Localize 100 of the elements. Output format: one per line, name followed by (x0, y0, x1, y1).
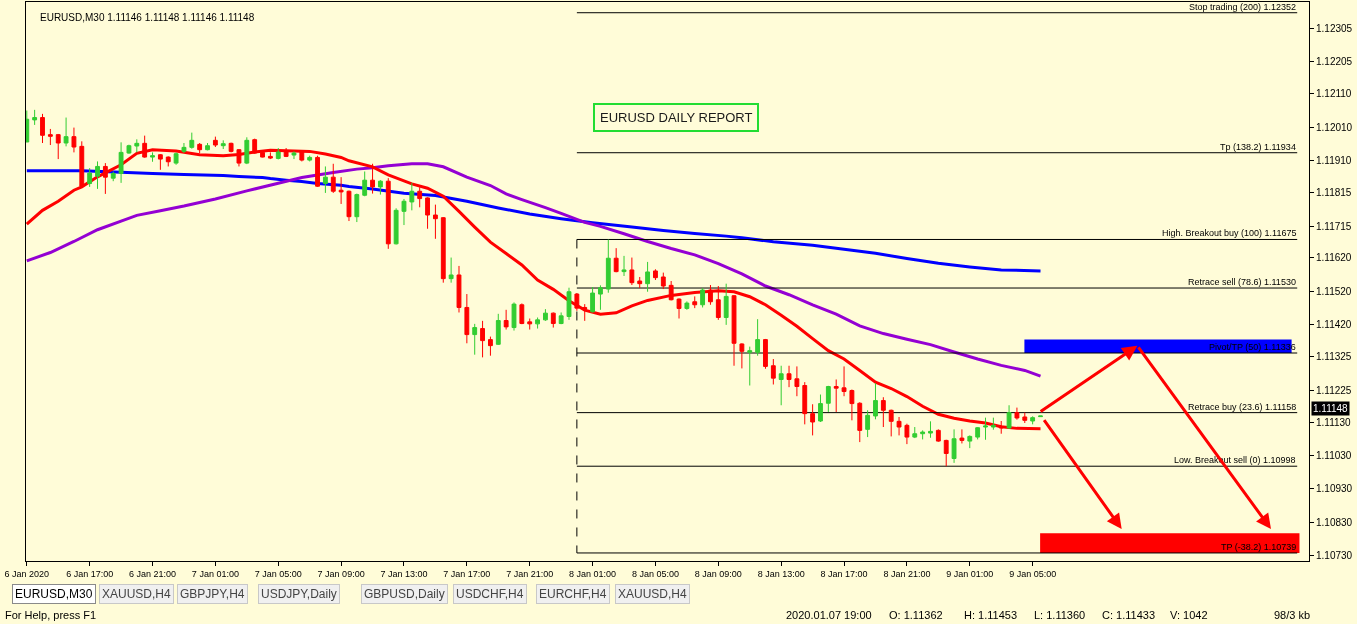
candlestick (731, 294, 737, 367)
candlestick (47, 128, 53, 146)
candlestick (291, 150, 297, 160)
candlestick (425, 196, 430, 230)
candlestick (150, 151, 155, 163)
candlestick (715, 285, 721, 321)
candlestick (755, 318, 761, 357)
x-tick-label: 8 Jan 09:00 (694, 568, 742, 579)
text: O: 1.11362 (889, 609, 943, 621)
text: For Help, press F1 (5, 609, 97, 621)
x-tick-label: 7 Jan 13:00 (380, 568, 428, 579)
x-tick-label: 7 Jan 05:00 (254, 568, 302, 579)
candlestick (1030, 415, 1036, 425)
candlestick (684, 300, 690, 311)
y-tick-label: 1.11225 (1316, 384, 1352, 396)
candlestick (794, 365, 800, 397)
candlestick (220, 139, 226, 150)
candlestick (990, 417, 996, 431)
x-tick-label: 9 Jan 01:00 (946, 568, 994, 579)
y-tick-label: 1.10930 (1316, 483, 1353, 495)
candlestick (802, 381, 808, 425)
annotation: Stop trading (200) 1.12352 (1189, 2, 1297, 12)
candlestick (975, 426, 981, 440)
annotation: TP (-38.2) 1.10739 (1221, 542, 1297, 552)
candlestick (165, 155, 171, 167)
text: EURUSD DAILY REPORT (600, 110, 753, 125)
candlestick (818, 394, 823, 423)
candlestick (676, 297, 682, 320)
candlestick (590, 286, 596, 313)
candlestick (275, 147, 281, 160)
text: XAUUSD,H4 (618, 587, 688, 601)
candlestick (629, 257, 635, 286)
x-tick-label: 6 Jan 17:00 (66, 568, 114, 579)
candlestick (267, 151, 273, 160)
y-tick-label: 1.11815 (1316, 187, 1352, 199)
y-tick-label: 1.11715 (1316, 220, 1352, 232)
candlestick (338, 176, 344, 205)
candlestick (362, 170, 368, 197)
candlestick (873, 382, 878, 420)
text: EURUSD,M30 1.11146 1.11148 1.11146 1.11148 (40, 12, 255, 23)
annotation: Retrace buy (23.6) 1.11158 (1188, 402, 1297, 412)
candlestick (503, 309, 509, 331)
y-tick-label: 1.10830 (1316, 516, 1353, 528)
candlestick (26, 110, 30, 143)
candlestick (660, 272, 666, 290)
candlestick (613, 247, 619, 273)
candlestick (322, 165, 328, 194)
candlestick (935, 428, 941, 443)
candlestick (888, 409, 894, 437)
candlestick (440, 216, 446, 284)
candlestick (959, 428, 965, 444)
x-tick-label: 7 Jan 09:00 (317, 568, 365, 579)
x-tick-label: 7 Jan 17:00 (443, 568, 491, 579)
text: GBPJPY,H4 (180, 587, 245, 601)
candlestick (315, 155, 320, 188)
candlestick (668, 280, 674, 301)
line-series (26, 162, 1043, 378)
candlestick (904, 423, 910, 445)
candlestick (385, 177, 391, 250)
candlestick (849, 389, 855, 421)
y-tick-label: 1.11130 (1316, 416, 1352, 428)
candlestick (110, 170, 116, 182)
candlestick (95, 160, 100, 190)
annotation: Tp (138.2) 1.11934 (1220, 142, 1296, 152)
text: V: 1042 (1170, 609, 1208, 621)
candlestick (134, 138, 140, 153)
x-tick-label: 7 Jan 01:00 (191, 568, 239, 579)
candlestick (786, 365, 792, 388)
candlestick (102, 162, 108, 195)
y-tick-label: 1.11420 (1316, 319, 1352, 331)
candlestick (637, 276, 643, 289)
candlestick (747, 346, 753, 386)
candlestick (857, 401, 863, 443)
candlestick (841, 365, 847, 397)
candlestick (307, 155, 313, 162)
y-tick-label: 1.11910 (1316, 155, 1352, 167)
candlestick (912, 426, 918, 439)
x-tick-label: 8 Jan 21:00 (883, 568, 931, 579)
x-tick-label: 6 Jan 21:00 (129, 568, 177, 579)
candlestick (739, 342, 745, 369)
candlestick (574, 292, 580, 312)
x-tick-label: 8 Jan 17:00 (820, 568, 868, 579)
candlestick (550, 311, 556, 329)
candlestick (833, 378, 839, 413)
y-tick-label: 1.11520 (1316, 285, 1352, 297)
text: GBPUSD,Daily (364, 587, 445, 601)
candlestick (621, 255, 627, 277)
candlestick (511, 301, 517, 332)
candlestick (118, 141, 124, 184)
annotation: High. Breakout buy (100) 1.11675 (1162, 228, 1297, 238)
text: XAUUSD,H4 (102, 587, 172, 601)
candlestick (527, 318, 533, 331)
candlestick (920, 429, 926, 440)
candlestick (943, 439, 949, 467)
candlestick (763, 338, 768, 370)
y-tick-label: 1.11030 (1316, 450, 1352, 461)
text: 1.11148 (1313, 403, 1349, 414)
x-tick-label: 8 Jan 01:00 (569, 568, 617, 579)
candlestick (708, 284, 713, 306)
candlestick (770, 358, 776, 385)
